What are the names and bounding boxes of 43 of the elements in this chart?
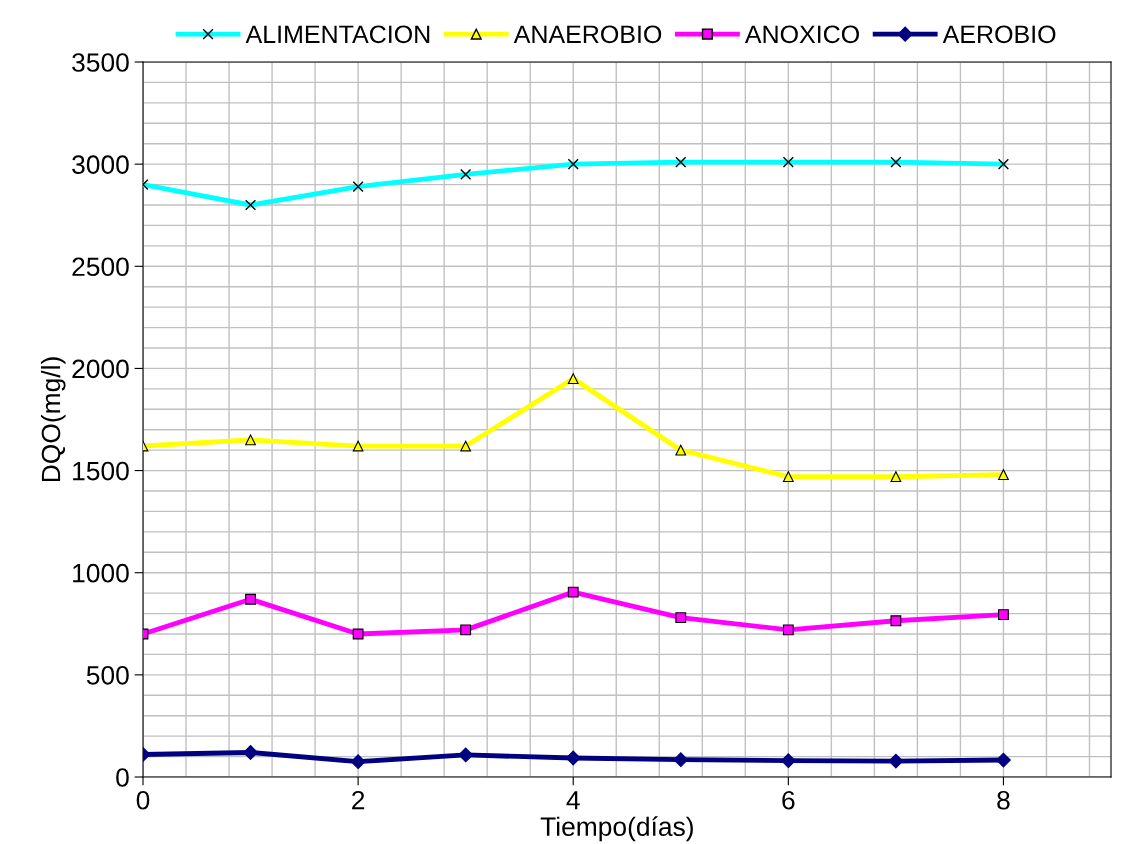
point	[890, 471, 902, 483]
point	[352, 440, 364, 452]
y-tick-label: 3000	[72, 155, 129, 174]
point	[567, 373, 579, 385]
x-axis-title: Tiempo(días)	[540, 816, 693, 842]
point	[460, 624, 472, 636]
legend-label: AEROBIO	[942, 25, 1056, 44]
y-tick-label: 1500	[73, 461, 129, 481]
y-tick-label: 1000	[73, 563, 129, 583]
y-tick-label: 3500	[72, 53, 129, 72]
point	[460, 440, 472, 452]
y-tick-label: 500	[86, 665, 129, 685]
point	[782, 624, 794, 636]
y-tick-label: 0	[116, 768, 129, 787]
point	[245, 593, 256, 605]
y-tick-label: 2500	[72, 257, 129, 277]
point	[675, 444, 687, 456]
x-tick-label: 8	[997, 790, 1010, 810]
point	[567, 586, 579, 598]
point	[350, 754, 366, 770]
legend-label: ANAEROBIO	[513, 25, 662, 44]
x-tick-label: 6	[782, 790, 795, 810]
point	[352, 628, 364, 640]
point	[888, 753, 904, 769]
x-tick-label: 0	[136, 790, 150, 810]
point	[998, 469, 1009, 481]
point	[782, 471, 794, 483]
point	[890, 615, 902, 627]
point	[998, 609, 1009, 621]
point	[243, 745, 258, 760]
point	[675, 612, 687, 624]
point	[458, 747, 474, 763]
x-tick-label: 2	[352, 790, 365, 810]
point	[673, 752, 689, 768]
point	[565, 750, 581, 766]
point	[996, 752, 1011, 768]
legend-label: ALIMENTACION	[245, 25, 430, 44]
legend-label: ANOXICO	[744, 25, 859, 44]
y-axis-title: DQO(mg/l)	[40, 357, 66, 482]
point	[780, 753, 796, 769]
y-tick-label: 2000	[72, 359, 129, 379]
point	[245, 434, 256, 446]
x-tick-label: 4	[566, 791, 580, 810]
